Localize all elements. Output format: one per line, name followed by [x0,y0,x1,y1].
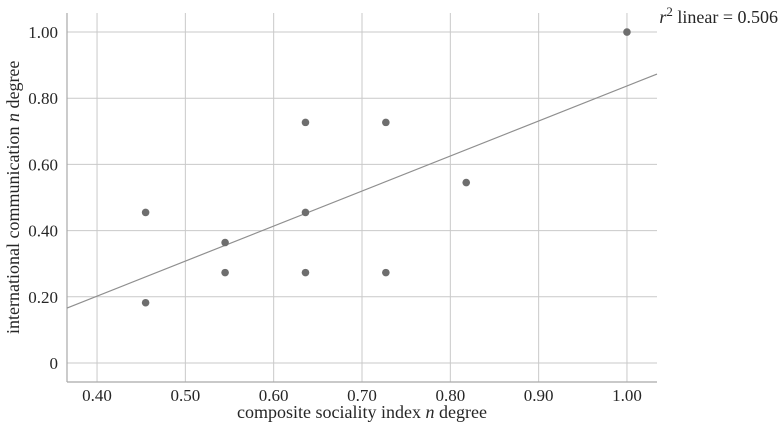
regression-line [66,73,658,309]
y-axis-title: international communication n degree [1,13,25,382]
x-axis-title-suffix: degree [434,402,487,422]
y-tick-label: 1.00 [28,23,58,42]
x-axis-title: composite sociality index n degree [67,402,657,423]
y-tick-label: 0 [50,354,59,373]
y-tick-label: 0.60 [28,155,58,174]
x-tick-label: 0.80 [435,386,465,405]
data-point [623,28,631,36]
data-point [382,268,390,277]
r-squared-value-text: linear = 0.506 [672,7,778,27]
data-point [221,268,229,277]
r-squared-annotation: r2 linear = 0.506 [659,4,778,28]
data-point [462,178,471,187]
data-point [382,118,390,127]
y-axis-title-suffix: degree [3,60,23,114]
y-tick-label: 0.20 [28,288,58,307]
r-symbol: r [659,7,667,27]
y-tick-label: 0.80 [28,89,58,108]
x-axis-title-text: composite sociality index [237,402,426,422]
x-tick-label: 0.40 [82,386,112,405]
y-axis-title-text: international communication [3,122,23,335]
x-axis-title-n-symbol: n [425,402,435,422]
data-point [141,208,150,217]
data-point [301,208,310,217]
data-point [301,268,310,277]
x-tick-label: 0.90 [524,386,554,405]
data-point [141,298,150,307]
y-tick-label: 0.40 [28,222,58,241]
y-axis-title-n-symbol: n [3,113,23,123]
x-tick-label: 0.60 [259,386,289,405]
data-point [301,118,310,127]
r-exponent: 2 [666,4,673,19]
data-point [221,238,229,247]
x-tick-label: 1.00 [612,386,642,405]
x-tick-label: 0.50 [170,386,200,405]
x-tick-label: 0.70 [347,386,377,405]
